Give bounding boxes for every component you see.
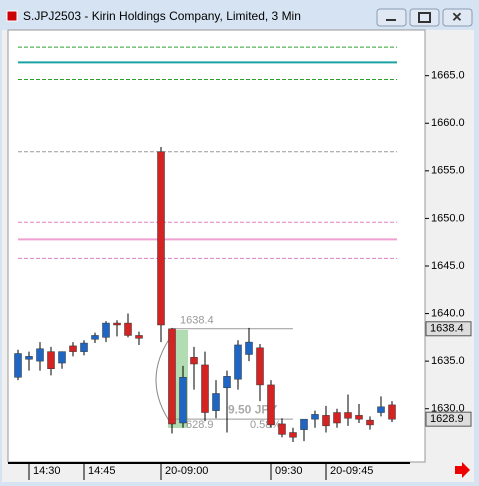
maximize-glyph — [418, 12, 431, 23]
candle-body — [300, 418, 308, 430]
y-tick-label: 1665.0 — [431, 70, 465, 82]
candle-body — [333, 412, 341, 424]
candle-body — [366, 419, 374, 426]
candle-body — [102, 322, 110, 338]
candle-body — [256, 347, 264, 386]
candle-body — [91, 335, 99, 340]
measure-label: 1638.4 — [180, 315, 214, 327]
candle-body — [223, 376, 231, 389]
time-axis-bar — [8, 462, 410, 464]
candle-body — [14, 353, 22, 378]
y-tick-label: 1635.0 — [431, 355, 465, 367]
candle-body — [388, 404, 396, 420]
measure-change: 9.50 JPY — [228, 402, 277, 416]
x-tick-label: 20-09:45 — [330, 465, 373, 477]
candle-body — [135, 335, 143, 339]
candle-body — [157, 151, 165, 326]
candle-body — [58, 351, 66, 364]
candle-body — [311, 414, 319, 420]
candle-body — [190, 357, 198, 365]
candle-body — [234, 344, 242, 380]
candle-body — [355, 415, 363, 420]
candle-body — [322, 415, 330, 427]
measure-arc — [155, 334, 173, 426]
window-title: S.JPJ2503 - Kirin Holdings Company, Limi… — [23, 9, 301, 23]
scroll-arrow[interactable] — [455, 462, 470, 478]
candle-body — [201, 364, 209, 413]
candle-body — [36, 348, 44, 362]
close-glyph: ✕ — [452, 9, 463, 24]
candle-body — [69, 345, 77, 352]
measure-label: 628.9 — [186, 419, 214, 431]
x-tick-label: 09:30 — [275, 465, 303, 477]
price-label: 1638.4 — [430, 323, 464, 335]
candle-body — [245, 341, 253, 355]
candle-body — [168, 328, 176, 425]
y-tick-label: 1660.0 — [431, 117, 465, 129]
candle-body — [289, 432, 297, 438]
close-button[interactable] — [442, 8, 473, 27]
y-tick-label: 1655.0 — [431, 165, 465, 177]
candle-body — [212, 393, 220, 411]
y-tick-label: 1640.0 — [431, 307, 465, 319]
window-icon — [6, 10, 18, 22]
minimize-button[interactable] — [376, 8, 407, 27]
candle-body — [25, 356, 33, 360]
candle-body — [80, 342, 88, 352]
price-box — [425, 411, 472, 427]
y-tick-label: 1645.0 — [431, 260, 465, 272]
maximize-button[interactable] — [409, 8, 440, 27]
candle-body — [47, 351, 55, 369]
price-box — [425, 321, 472, 337]
price-label: 1628.9 — [430, 413, 464, 425]
x-tick-label: 14:45 — [88, 465, 116, 477]
x-tick-label: 20-09:00 — [165, 465, 208, 477]
y-tick-label: 1650.0 — [431, 212, 465, 224]
candle-body — [124, 322, 132, 336]
measure-percent: 0.58% — [250, 419, 281, 431]
y-tick-label: 1630.0 — [431, 403, 465, 415]
candle-body — [267, 384, 275, 426]
candle-body — [377, 406, 385, 413]
candle-body — [278, 423, 286, 435]
candle-body — [179, 377, 187, 424]
x-tick-label: 14:30 — [33, 465, 61, 477]
candle-body — [113, 322, 121, 326]
candle-body — [344, 412, 352, 419]
